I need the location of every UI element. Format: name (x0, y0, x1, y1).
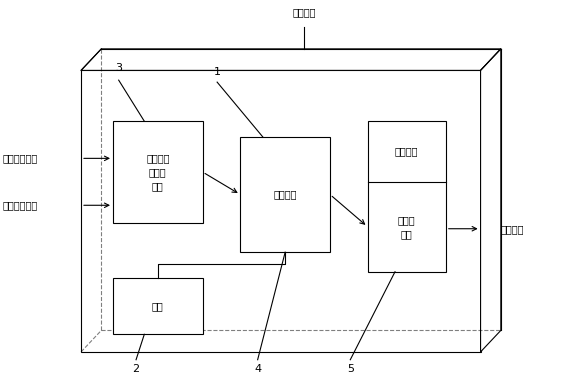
Text: 2: 2 (133, 364, 140, 375)
Text: 4: 4 (254, 364, 261, 375)
Text: 电源: 电源 (152, 301, 164, 311)
Polygon shape (481, 49, 501, 352)
Text: 中间继
电器: 中间继 电器 (398, 215, 416, 239)
Bar (81, 70, 481, 352)
Text: 电流、电
压采集
装置: 电流、电 压采集 装置 (146, 153, 170, 191)
Bar (240, 137, 330, 252)
Text: 辅助节点: 辅助节点 (395, 147, 419, 156)
Text: 5: 5 (347, 364, 354, 375)
Polygon shape (81, 49, 501, 70)
Text: 控制模块: 控制模块 (273, 190, 297, 199)
Text: 合闸线圈电压: 合闸线圈电压 (3, 200, 38, 210)
Text: 1: 1 (214, 67, 221, 77)
Bar (113, 121, 203, 223)
Text: 合闸回路: 合闸回路 (292, 7, 316, 18)
Bar (113, 278, 203, 334)
Text: 合闸回路: 合闸回路 (501, 224, 525, 234)
Bar (368, 121, 446, 272)
Text: 合闸回路电流: 合闸回路电流 (3, 153, 38, 163)
Text: 3: 3 (115, 63, 122, 74)
